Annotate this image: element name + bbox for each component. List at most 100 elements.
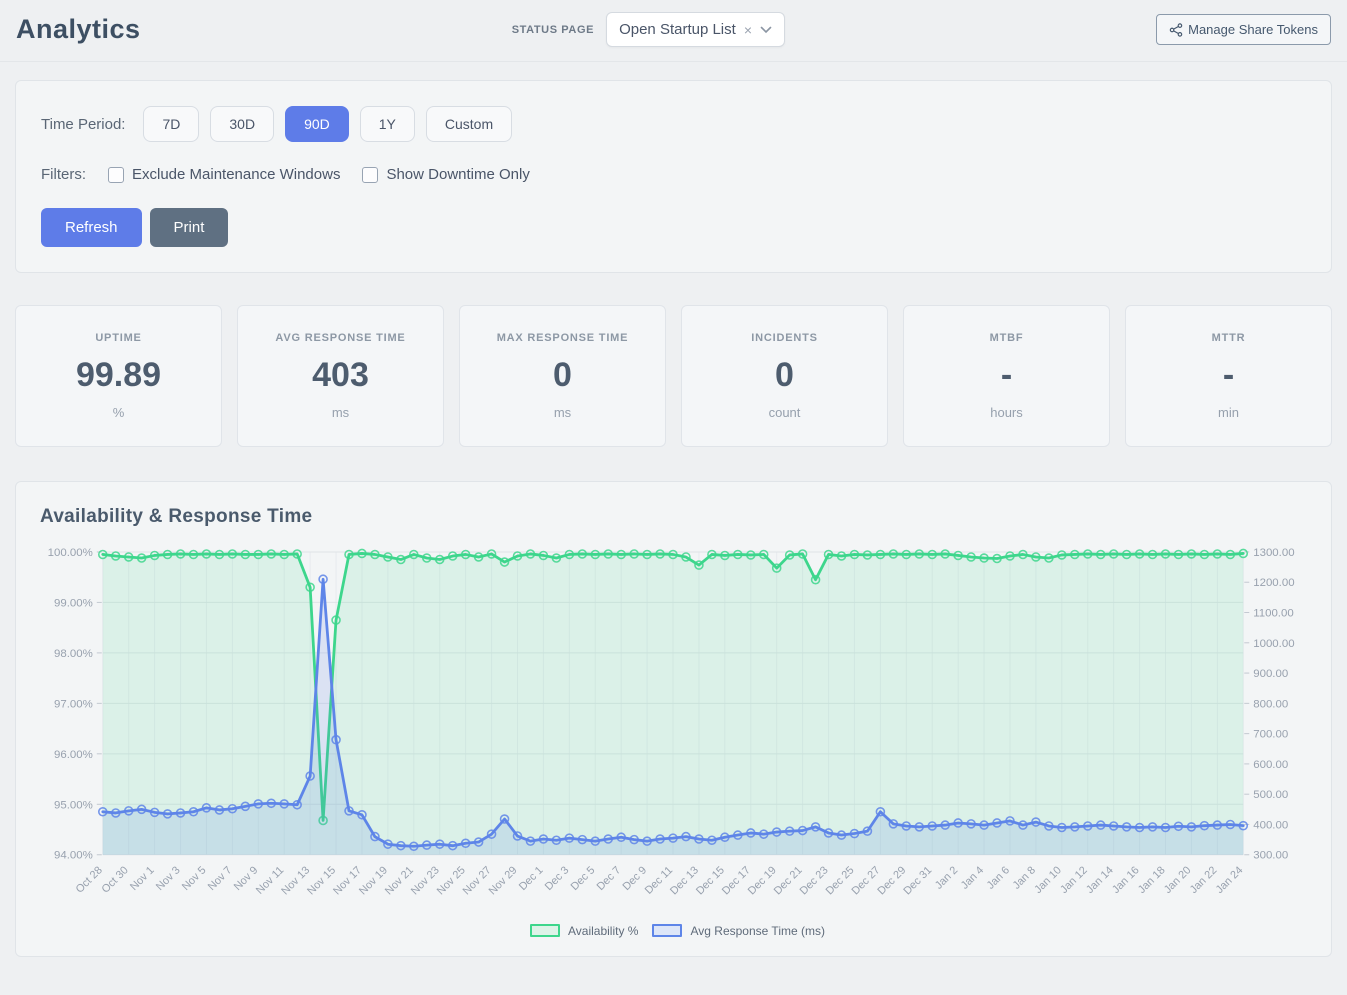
svg-text:Dec 21: Dec 21 [772, 864, 805, 897]
incidents-card: INCIDENTS 0 count [681, 305, 888, 447]
svg-text:Jan 18: Jan 18 [1136, 864, 1168, 896]
incidents-label: INCIDENTS [751, 332, 818, 344]
svg-text:Dec 13: Dec 13 [668, 864, 701, 897]
svg-text:Jan 14: Jan 14 [1084, 864, 1116, 896]
time-period-90d-button[interactable]: 90D [285, 106, 349, 142]
incidents-value: 0 [775, 356, 794, 394]
svg-text:Dec 5: Dec 5 [569, 864, 598, 893]
time-period-1y-button[interactable]: 1Y [359, 106, 415, 142]
svg-text:97.00%: 97.00% [54, 698, 93, 710]
svg-text:95.00%: 95.00% [54, 799, 93, 811]
refresh-button[interactable]: Refresh [41, 208, 142, 247]
availability-swatch [530, 924, 560, 938]
status-page-label: STATUS PAGE [511, 23, 595, 36]
time-period-custom-button[interactable]: Custom [425, 106, 513, 142]
svg-text:Dec 7: Dec 7 [595, 864, 624, 893]
avg-response-time-card: AVG RESPONSE TIME 403 ms [237, 305, 444, 447]
svg-text:900.00: 900.00 [1253, 668, 1288, 680]
svg-text:Dec 23: Dec 23 [798, 864, 831, 897]
time-period-7d-button[interactable]: 7D [143, 106, 200, 142]
status-page-selected-value: Open Startup List [619, 21, 736, 38]
svg-text:99.00%: 99.00% [54, 597, 93, 609]
svg-text:700.00: 700.00 [1253, 729, 1288, 741]
svg-text:Nov 7: Nov 7 [206, 864, 235, 893]
svg-text:Oct 30: Oct 30 [100, 864, 131, 895]
svg-text:Oct 28: Oct 28 [74, 864, 105, 895]
svg-text:Jan 24: Jan 24 [1214, 864, 1246, 896]
uptime-value: 99.89 [75, 356, 162, 394]
max-response-time-value: 0 [553, 356, 572, 394]
mttr-card: MTTR - min [1125, 305, 1332, 447]
legend-item-availability[interactable]: Availability % [530, 924, 638, 938]
svg-text:Dec 25: Dec 25 [824, 864, 857, 897]
svg-text:400.00: 400.00 [1253, 819, 1288, 831]
share-icon [1169, 22, 1183, 37]
svg-text:Nov 25: Nov 25 [435, 864, 468, 897]
svg-text:Nov 27: Nov 27 [461, 864, 494, 897]
svg-text:1000.00: 1000.00 [1253, 638, 1294, 650]
manage-share-tokens-button[interactable]: Manage Share Tokens [1156, 14, 1331, 45]
legend-item-response-time[interactable]: Avg Response Time (ms) [652, 924, 825, 938]
chart-canvas: 100.00% 99.00% 98.00% 97.00% 96.00% 95.00% 94.… [40, 540, 1315, 922]
status-page-select[interactable]: Open Startup List × [606, 12, 785, 47]
availability-legend-label: Availability % [568, 923, 639, 938]
mtbf-value: - [1000, 356, 1013, 394]
chevron-down-icon [760, 26, 772, 34]
page-title: Analytics [16, 14, 141, 44]
svg-text:Jan 22: Jan 22 [1188, 864, 1220, 896]
max-response-time-label: MAX RESPONSE TIME [496, 332, 629, 344]
svg-text:Dec 17: Dec 17 [720, 864, 753, 897]
app-header: Analytics STATUS PAGE Open Startup List … [0, 0, 1347, 62]
max-response-time-card: MAX RESPONSE TIME 0 ms [459, 305, 666, 447]
svg-text:Jan 2: Jan 2 [933, 864, 960, 891]
mttr-value: - [1222, 356, 1235, 394]
svg-text:600.00: 600.00 [1253, 759, 1288, 771]
svg-text:Nov 23: Nov 23 [409, 864, 442, 897]
svg-text:800.00: 800.00 [1253, 698, 1288, 710]
svg-text:Jan 4: Jan 4 [959, 864, 986, 891]
mtbf-label: MTBF [989, 332, 1024, 344]
svg-text:Jan 20: Jan 20 [1162, 864, 1194, 896]
show-downtime-only-checkbox[interactable] [362, 166, 379, 183]
chart-panel: Availability & Response Time 100.00% 99.0… [15, 481, 1332, 957]
svg-text:Jan 10: Jan 10 [1032, 864, 1064, 896]
mttr-label: MTTR [1211, 332, 1246, 344]
svg-text:1100.00: 1100.00 [1253, 607, 1294, 619]
avg-response-time-label: AVG RESPONSE TIME [275, 332, 406, 344]
show-downtime-only-label: Show Downtime Only [386, 166, 530, 183]
chart-legend: Availability % Avg Response Time (ms) [40, 924, 1315, 942]
response-time-legend-label: Avg Response Time (ms) [690, 923, 825, 938]
avg-response-time-unit: ms [331, 405, 350, 420]
mtbf-card: MTBF - hours [903, 305, 1110, 447]
svg-text:Jan 12: Jan 12 [1058, 864, 1090, 896]
svg-text:Nov 5: Nov 5 [180, 864, 209, 893]
max-response-time-unit: ms [553, 405, 572, 420]
svg-text:Dec 29: Dec 29 [875, 864, 908, 897]
svg-text:Nov 3: Nov 3 [154, 864, 183, 893]
exclude-maintenance-label: Exclude Maintenance Windows [132, 166, 341, 183]
time-period-button-group: 7D 30D 90D 1Y Custom [143, 106, 513, 142]
stats-row: UPTIME 99.89 % AVG RESPONSE TIME 403 ms … [15, 305, 1332, 447]
svg-text:94.00%: 94.00% [54, 850, 93, 862]
svg-text:300.00: 300.00 [1253, 850, 1288, 862]
svg-text:500.00: 500.00 [1253, 789, 1288, 801]
print-button[interactable]: Print [149, 208, 229, 247]
svg-text:Nov 1: Nov 1 [128, 864, 157, 893]
response-time-swatch [652, 924, 683, 938]
svg-text:Nov 19: Nov 19 [357, 864, 390, 897]
svg-text:Nov 13: Nov 13 [279, 864, 312, 897]
svg-text:Dec 1: Dec 1 [517, 864, 546, 893]
svg-text:Dec 15: Dec 15 [694, 864, 727, 897]
incidents-unit: count [768, 405, 801, 420]
clear-selection-icon[interactable]: × [743, 21, 752, 38]
time-period-30d-button[interactable]: 30D [210, 106, 275, 142]
svg-text:100.00%: 100.00% [48, 547, 93, 559]
uptime-label: UPTIME [95, 332, 142, 344]
svg-text:Dec 31: Dec 31 [901, 864, 934, 897]
mtbf-unit: hours [990, 405, 1023, 420]
avg-response-time-value: 403 [312, 356, 369, 394]
svg-text:Dec 27: Dec 27 [850, 864, 883, 897]
svg-text:Jan 16: Jan 16 [1110, 864, 1142, 896]
exclude-maintenance-checkbox[interactable] [108, 166, 124, 183]
manage-share-tokens-label: Manage Share Tokens [1188, 22, 1318, 37]
